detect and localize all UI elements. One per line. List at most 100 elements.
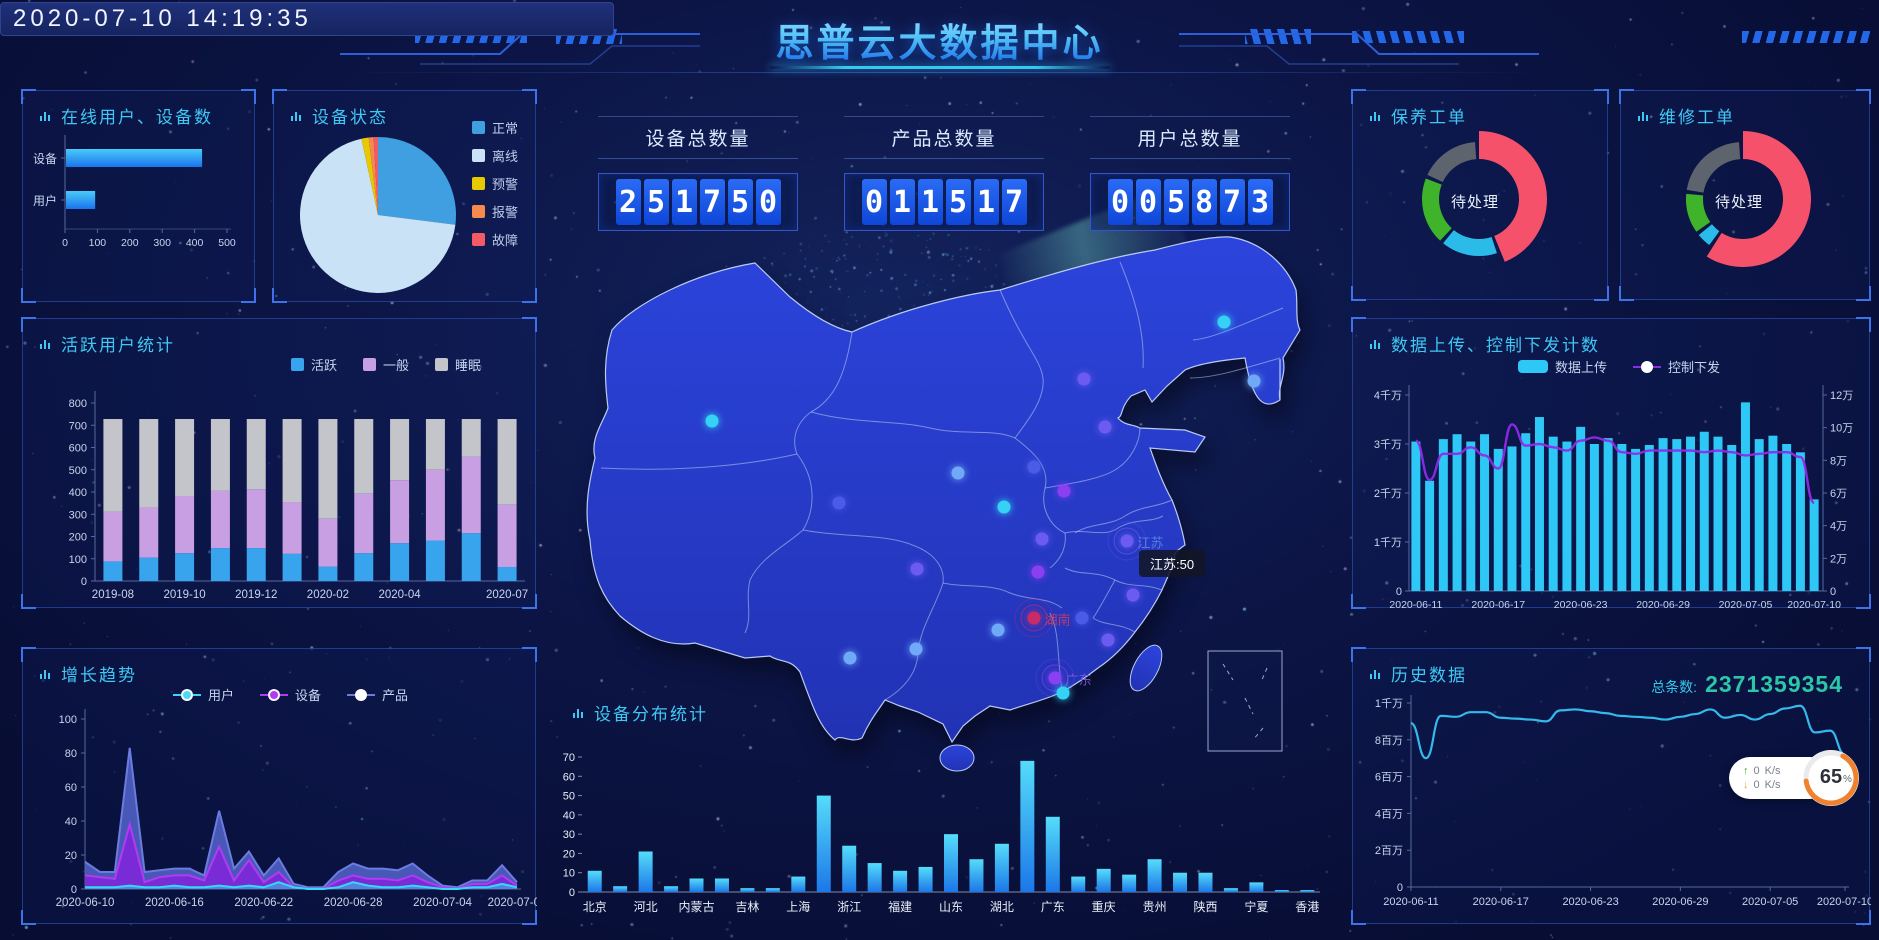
panel-device-status: 设备状态 正常 离线 预警 报警 故障 [272, 89, 537, 303]
map-point[interactable] [1057, 484, 1071, 498]
upload-arrow-icon: ↑ [1743, 764, 1749, 777]
svg-text:2020-07-04: 2020-07-04 [413, 897, 472, 909]
upload-dispatch-combo-chart[interactable]: 0 1千万 2千万 3千万 4千万 0 2万 4万 6万 8万 10万 12万 2020-06-11 20… [1353, 319, 1871, 609]
svg-text:2020-04: 2020-04 [378, 589, 421, 601]
title-underline [769, 66, 1110, 69]
svg-text:0: 0 [1830, 586, 1836, 598]
map-point[interactable] [1101, 633, 1115, 647]
svg-text:2020-06-22: 2020-06-22 [234, 897, 293, 909]
map-point[interactable] [1077, 372, 1091, 386]
svg-text:2020-07-10: 2020-07-10 [1787, 599, 1841, 609]
svg-text:12万: 12万 [1830, 390, 1853, 402]
map-point[interactable] [1217, 315, 1231, 329]
legend-item[interactable]: 活跃 [291, 355, 337, 374]
distribution-title: 设备分布统计 [572, 700, 708, 725]
svg-text:400: 400 [69, 487, 87, 499]
legend-item[interactable]: 预警 [472, 169, 518, 197]
growth-legend: 用户 设备 产品 [173, 685, 434, 704]
map-point[interactable] [997, 500, 1011, 514]
map-point[interactable] [1027, 460, 1041, 474]
svg-text:2019-12: 2019-12 [235, 589, 277, 601]
map-point[interactable] [910, 562, 924, 576]
counter-digit: 2 [615, 179, 641, 225]
map-point[interactable] [991, 623, 1005, 637]
svg-text:2019-08: 2019-08 [92, 589, 134, 601]
svg-text:2020-06-11: 2020-06-11 [1383, 896, 1438, 908]
legend-marker [347, 688, 376, 701]
svg-text:2020-06-29: 2020-06-29 [1652, 896, 1708, 908]
legend-item[interactable]: 睡眠 [435, 355, 481, 374]
svg-text:上海: 上海 [786, 899, 810, 914]
china-map-svg[interactable] [545, 228, 1355, 778]
china-map[interactable]: 江苏 湖南 广东 江苏:50 [545, 228, 1355, 778]
map-point[interactable] [951, 466, 965, 480]
map-point[interactable] [1098, 420, 1112, 434]
panel-title: 保养工单 [1369, 103, 1467, 128]
svg-text:香港: 香港 [1295, 900, 1319, 914]
gauge-value: 65 [1819, 766, 1843, 788]
legend-marker [1633, 360, 1662, 373]
map-point[interactable] [1031, 565, 1045, 579]
svg-text:600: 600 [69, 443, 87, 455]
maintenance-donut-chart[interactable] [1353, 91, 1609, 301]
svg-text:0: 0 [62, 237, 68, 249]
panel-title: 数据上传、控制下发计数 [1369, 331, 1600, 356]
upload-legend: 数据上传 控制下发 [1518, 357, 1746, 376]
svg-text:广东: 广东 [1041, 900, 1065, 914]
svg-text:200: 200 [69, 532, 87, 544]
legend-swatch [472, 204, 485, 218]
legend-item[interactable]: 离线 [472, 141, 518, 169]
legend-item[interactable]: 产品 [347, 685, 408, 704]
svg-text:2019-10: 2019-10 [163, 589, 205, 601]
legend-item[interactable]: 报警 [472, 197, 518, 225]
history-line-chart[interactable]: 0 2百万 4百万 6百万 8百万 1千万 2020-06-11 2020-06-17 2020… [1353, 649, 1871, 925]
svg-text:2020-06-10: 2020-06-10 [56, 897, 115, 909]
legend-item[interactable]: 设备 [260, 685, 321, 704]
map-point[interactable] [843, 651, 857, 665]
counter-digit: 0 [861, 179, 887, 225]
map-point[interactable] [1247, 374, 1261, 388]
legend-item[interactable]: 故障 [472, 225, 518, 253]
legend-item[interactable]: 控制下发 [1633, 357, 1720, 376]
map-point[interactable] [705, 414, 719, 428]
svg-text:100: 100 [89, 237, 107, 249]
counter-label: 用户总数量 [1090, 119, 1290, 159]
active-users-legend: 活跃 一般 睡眠 [291, 355, 507, 374]
svg-text:内蒙古: 内蒙古 [679, 899, 715, 914]
device-status-pie-chart[interactable] [274, 91, 537, 303]
legend-item[interactable]: 正常 [472, 113, 518, 141]
map-point[interactable] [1035, 532, 1049, 546]
svg-text:山东: 山东 [939, 900, 963, 914]
legend-item[interactable]: 数据上传 [1518, 357, 1607, 376]
svg-text:700: 700 [69, 420, 87, 432]
map-point[interactable]: 江苏 [1107, 521, 1164, 561]
map-point[interactable] [909, 642, 923, 656]
donut-center-label: 待处理 [1715, 194, 1764, 211]
counter-digit: 1 [671, 179, 697, 225]
svg-text:50: 50 [563, 791, 575, 803]
legend-item[interactable]: 一般 [363, 355, 409, 374]
panel-upload-dispatch: 数据上传、控制下发计数 数据上传 控制下发 0 1千万 2千万 3千万 4千万 0 2万 4万… [1351, 317, 1871, 609]
legend-item[interactable]: 用户 [173, 685, 234, 704]
growth-area-chart[interactable]: 0 20 40 60 80 100 2020-06-10 2020-06-16 2020-06-… [23, 649, 537, 925]
panel-title: 维修工单 [1637, 103, 1735, 128]
map-point[interactable] [1126, 588, 1140, 602]
map-point[interactable] [1075, 611, 1089, 625]
map-point-label: 广东 [1065, 672, 1092, 688]
svg-text:1千万: 1千万 [1374, 536, 1402, 549]
repair-donut-chart[interactable] [1621, 91, 1871, 301]
map-point[interactable]: 广东 [1035, 658, 1092, 698]
active-users-stacked-bar-chart[interactable]: 0 100 200 300 400 500 600 700 800 2019-08 2019-10 2… [23, 319, 537, 609]
counter-digit: 1 [917, 179, 943, 225]
svg-text:20: 20 [65, 850, 77, 862]
counter-digit: 0 [1107, 179, 1133, 225]
svg-text:80: 80 [65, 748, 77, 760]
svg-text:北京: 北京 [583, 900, 607, 914]
map-point[interactable] [1056, 686, 1070, 700]
map-point[interactable] [832, 496, 846, 510]
device-distribution-bar-chart[interactable]: 0 10 20 30 40 50 60 70 北京 河北 内蒙古 吉林 上海 浙江 福建 山东 湖北 广东 重庆 贵州… [556, 718, 1336, 932]
map-point[interactable]: 湖南 [1014, 598, 1071, 638]
